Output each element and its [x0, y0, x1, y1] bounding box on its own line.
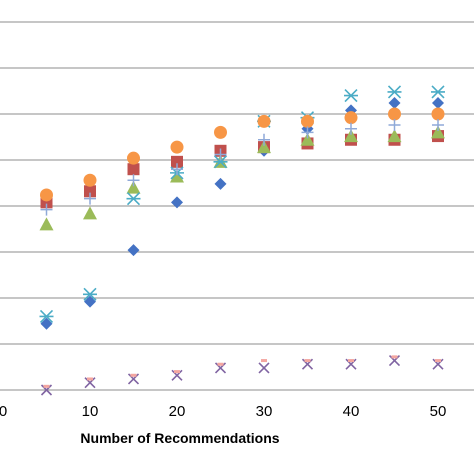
- x-tick-label: 0: [0, 403, 7, 420]
- data-point: [300, 132, 315, 146]
- series-4: [40, 354, 444, 396]
- data-point: [126, 180, 141, 194]
- data-point: [344, 89, 358, 103]
- data-point: [261, 359, 267, 363]
- data-point: [304, 359, 311, 363]
- data-point: [345, 122, 357, 135]
- series-7: [40, 119, 444, 216]
- x-axis-title: Number of Recommendations: [80, 430, 279, 446]
- grid-lines: [0, 21, 474, 391]
- data-point: [83, 287, 97, 301]
- data-point: [127, 174, 140, 187]
- data-point: [301, 114, 314, 128]
- data-point: [348, 359, 354, 363]
- data-point: [83, 206, 97, 220]
- data-point: [40, 384, 53, 396]
- data-point: [257, 114, 271, 128]
- data-point: [127, 151, 140, 165]
- data-point: [217, 362, 224, 366]
- data-point: [171, 163, 183, 176]
- data-point: [388, 354, 401, 367]
- series-2: [40, 130, 444, 209]
- data-point: [40, 188, 53, 202]
- data-point: [130, 373, 137, 377]
- data-point: [171, 196, 183, 209]
- data-point: [84, 377, 96, 389]
- x-tick-label: 50: [430, 403, 447, 420]
- data-points: [39, 85, 445, 396]
- data-point: [214, 148, 227, 161]
- x-tick-label: 30: [256, 403, 273, 420]
- data-point: [432, 96, 444, 109]
- series-5: [39, 85, 445, 323]
- data-point: [84, 192, 96, 205]
- data-point: [126, 192, 141, 206]
- data-point: [432, 119, 444, 132]
- series-6: [40, 107, 445, 202]
- data-point: [40, 317, 53, 330]
- data-point: [214, 362, 227, 374]
- data-point: [301, 358, 314, 370]
- data-point: [39, 309, 54, 323]
- data-point: [431, 125, 445, 139]
- data-point: [214, 177, 227, 190]
- data-point: [432, 358, 444, 370]
- data-point: [344, 111, 358, 125]
- data-point: [214, 125, 227, 139]
- data-point: [388, 96, 401, 109]
- data-point: [170, 169, 184, 183]
- series-3: [39, 125, 445, 231]
- data-point: [171, 369, 183, 381]
- data-point: [387, 129, 402, 143]
- data-point: [127, 373, 140, 385]
- data-point: [388, 107, 401, 121]
- data-point: [174, 370, 180, 374]
- data-point: [170, 140, 184, 154]
- data-point: [127, 244, 140, 257]
- data-point: [43, 384, 50, 388]
- data-point: [258, 362, 270, 374]
- data-point: [301, 126, 314, 139]
- x-tick-label: 40: [343, 403, 360, 420]
- data-point: [87, 377, 93, 381]
- data-point: [391, 355, 398, 359]
- data-point: [84, 295, 96, 308]
- series-1: [40, 96, 444, 330]
- data-point: [431, 107, 445, 121]
- data-point: [344, 129, 358, 143]
- data-point: [435, 359, 441, 363]
- data-point: [171, 155, 183, 168]
- data-point: [39, 217, 54, 231]
- x-axis-ticks: 0102030405060: [0, 403, 447, 420]
- data-point: [387, 85, 402, 99]
- data-point: [388, 119, 401, 132]
- data-point: [83, 173, 97, 187]
- data-point: [258, 133, 270, 146]
- data-point: [257, 140, 271, 154]
- series-8: [43, 355, 441, 388]
- data-point: [84, 185, 96, 198]
- data-point: [213, 155, 228, 169]
- data-point: [40, 203, 53, 216]
- data-point: [345, 358, 357, 370]
- data-point: [127, 163, 140, 176]
- data-point: [431, 85, 445, 99]
- x-tick-label: 10: [82, 403, 99, 420]
- x-tick-label: 20: [169, 403, 186, 420]
